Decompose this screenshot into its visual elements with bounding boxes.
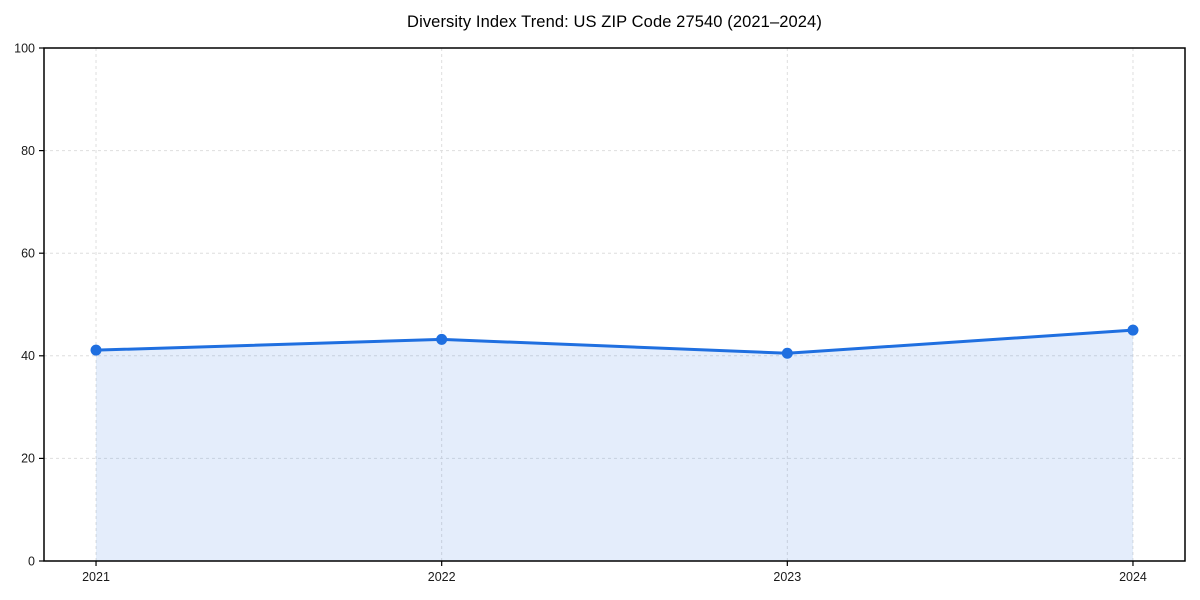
data-point-marker — [436, 333, 448, 345]
chart-title: Diversity Index Trend: US ZIP Code 27540… — [407, 13, 822, 31]
y-tick-label: 80 — [21, 144, 35, 158]
data-point-marker — [781, 347, 793, 359]
y-tick-label: 20 — [21, 452, 35, 466]
plot-frame — [43, 47, 1186, 562]
y-tick-label: 60 — [21, 246, 35, 260]
data-point-marker — [90, 344, 102, 356]
x-tick-label: 2024 — [1119, 570, 1147, 584]
data-point-marker — [1127, 324, 1139, 336]
y-tick-label: 100 — [14, 41, 35, 55]
y-tick-label: 0 — [28, 554, 35, 568]
x-tick-label: 2021 — [82, 570, 110, 584]
x-tick-label: 2022 — [428, 570, 456, 584]
area-fill — [96, 330, 1133, 561]
x-tick-label: 2023 — [773, 570, 801, 584]
y-tick-label: 40 — [21, 349, 35, 363]
data-line — [94, 328, 1135, 355]
